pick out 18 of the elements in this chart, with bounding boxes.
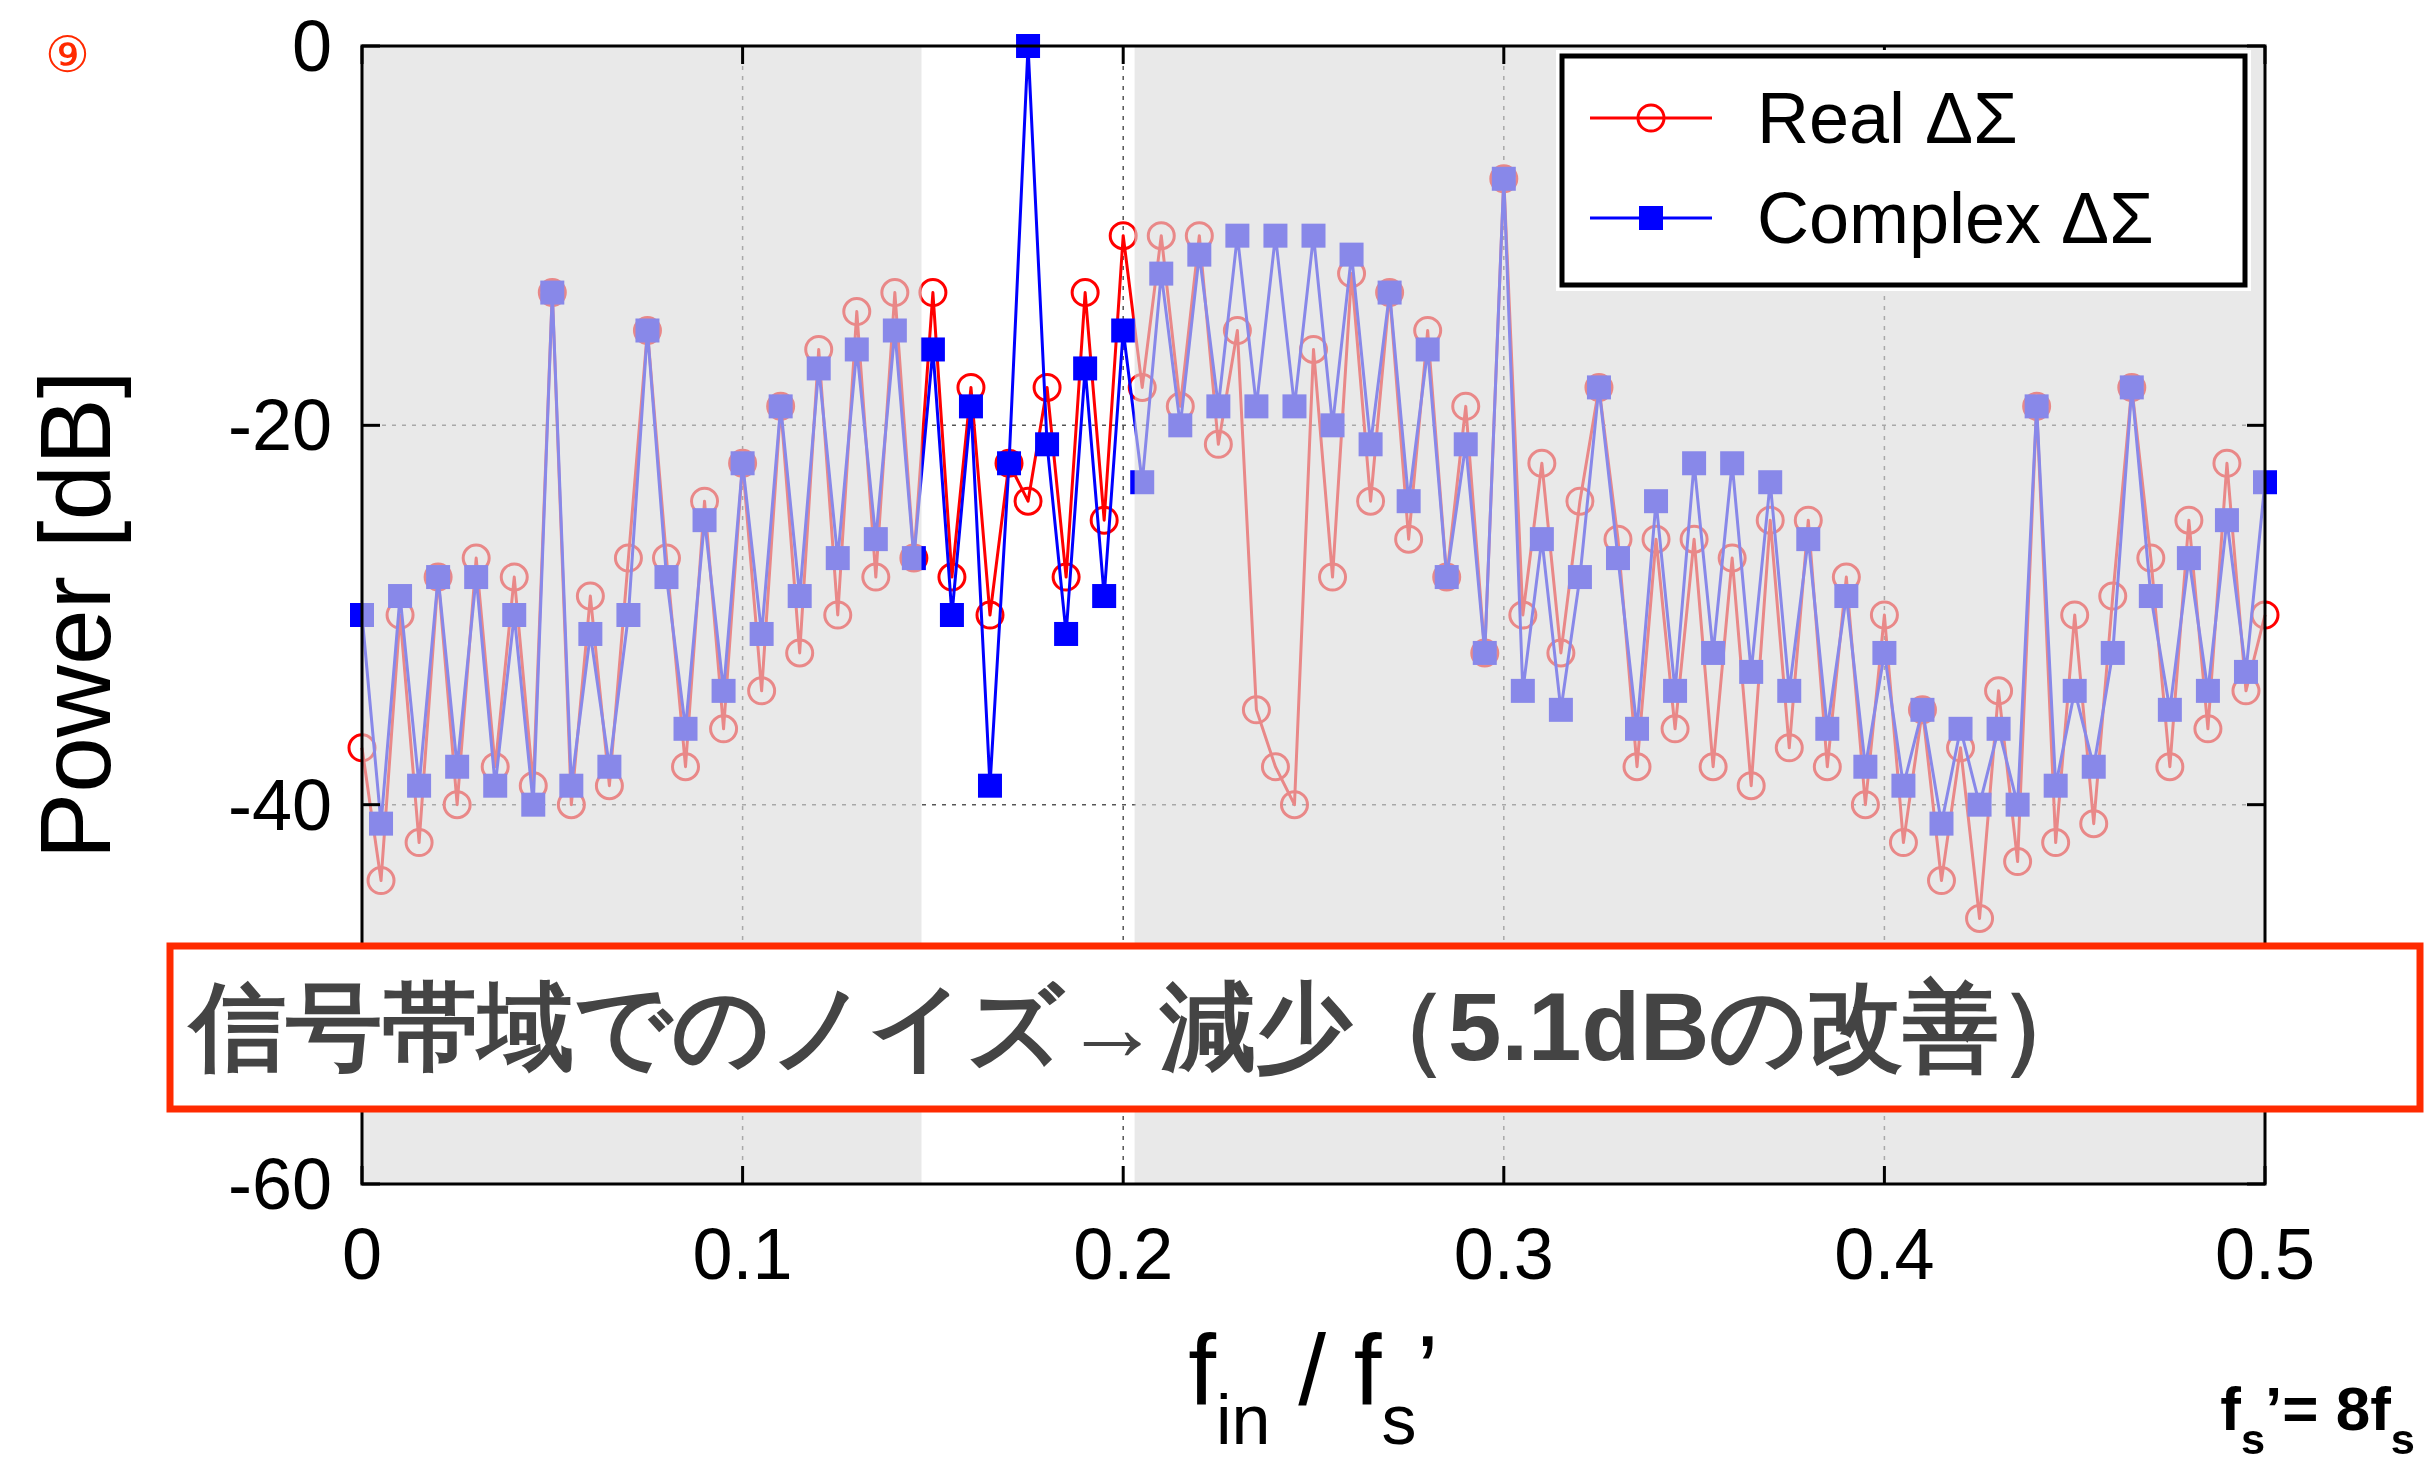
y-tick-label: 0 (291, 6, 332, 86)
annotation: 信号帯域でのノイズ→減少（5.1dBの改善） (187, 973, 2096, 1080)
x-tick-label: 0.1 (692, 1214, 793, 1294)
text: ⑨ (45, 27, 90, 83)
y-tick-label: -60 (227, 1144, 332, 1224)
note-box: 信号帯域でのノイズ→減少（5.1dBの改善） (166, 942, 2424, 1113)
y-tick-label: -20 (227, 385, 332, 466)
x-tick-label: 0 (341, 1214, 383, 1294)
x-tick-label: 0.2 (1073, 1214, 1174, 1294)
x-tick-label: 0.5 (2214, 1214, 2316, 1294)
x-tick-label: 0.4 (1834, 1214, 1935, 1294)
y-tick-label: -40 (227, 764, 332, 845)
x-axis-title: f$_{in}$ / f$_{s}$’ (1188, 1314, 1439, 1459)
y-axis-title: Power [dB] (19, 370, 131, 860)
x-tick-label: 0.3 (1453, 1214, 1554, 1294)
legend-label: Complex ΔΣ (1757, 178, 2154, 258)
legend-label: Real ΔΣ (1757, 78, 2018, 158)
text: f$_{s}$’= 8f$_{s}$ (2220, 1374, 2415, 1463)
